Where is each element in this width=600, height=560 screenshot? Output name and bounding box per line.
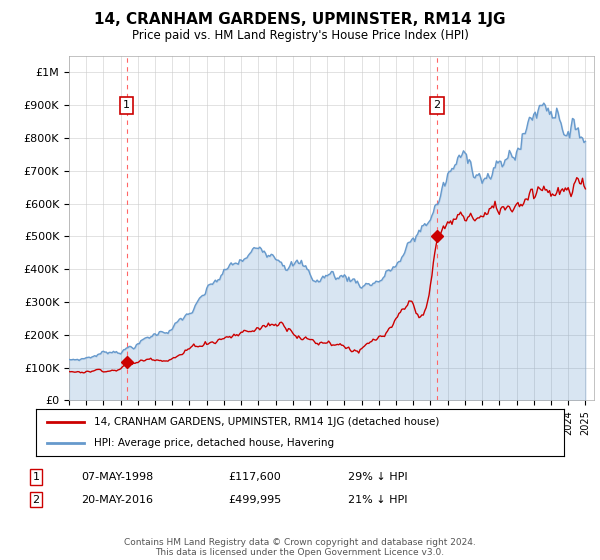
Text: 20-MAY-2016: 20-MAY-2016 bbox=[81, 494, 153, 505]
Text: Price paid vs. HM Land Registry's House Price Index (HPI): Price paid vs. HM Land Registry's House … bbox=[131, 29, 469, 42]
Text: 29% ↓ HPI: 29% ↓ HPI bbox=[348, 472, 407, 482]
Text: £117,600: £117,600 bbox=[228, 472, 281, 482]
Text: 1: 1 bbox=[123, 100, 130, 110]
Text: 14, CRANHAM GARDENS, UPMINSTER, RM14 1JG: 14, CRANHAM GARDENS, UPMINSTER, RM14 1JG bbox=[94, 12, 506, 27]
Text: £499,995: £499,995 bbox=[228, 494, 281, 505]
Text: 21% ↓ HPI: 21% ↓ HPI bbox=[348, 494, 407, 505]
Text: 07-MAY-1998: 07-MAY-1998 bbox=[81, 472, 153, 482]
Text: HPI: Average price, detached house, Havering: HPI: Average price, detached house, Have… bbox=[94, 438, 334, 448]
Text: 1: 1 bbox=[32, 472, 40, 482]
Text: Contains HM Land Registry data © Crown copyright and database right 2024.
This d: Contains HM Land Registry data © Crown c… bbox=[124, 538, 476, 557]
Text: 14, CRANHAM GARDENS, UPMINSTER, RM14 1JG (detached house): 14, CRANHAM GARDENS, UPMINSTER, RM14 1JG… bbox=[94, 417, 439, 427]
Text: 2: 2 bbox=[433, 100, 440, 110]
Text: 2: 2 bbox=[32, 494, 40, 505]
